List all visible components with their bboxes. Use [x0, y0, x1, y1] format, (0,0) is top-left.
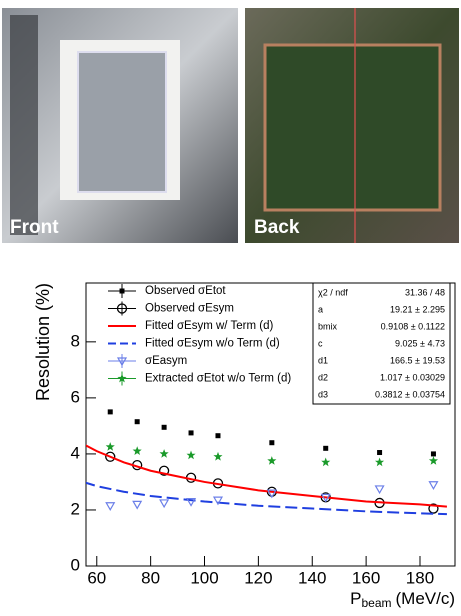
x-tick-label: 100	[190, 568, 218, 587]
chart: 0 2 4 6 8 60 80 100 120 140 160 180 Resolution (%) Pb…	[33, 282, 456, 610]
point	[161, 424, 167, 430]
point	[188, 430, 194, 436]
stats-key: c	[318, 338, 323, 348]
back-photo: Back	[245, 8, 459, 243]
legend-label: σEasym	[145, 355, 187, 367]
x-axis-label-part: P	[350, 589, 361, 608]
stats-value: 0.3812 ± 0.03754	[375, 389, 445, 399]
point	[186, 497, 197, 507]
y-tick-label: 8	[71, 331, 80, 350]
y-tick-label: 6	[71, 387, 80, 406]
point	[212, 496, 224, 506]
point	[105, 502, 116, 511]
point	[269, 440, 275, 446]
x-tick-label: 120	[244, 568, 272, 587]
point	[428, 456, 438, 465]
point	[374, 485, 385, 495]
x-tick-label: 180	[406, 568, 434, 587]
front-photo: Front	[2, 8, 238, 243]
plot	[86, 409, 448, 516]
point	[158, 465, 170, 476]
stats-key: a	[318, 304, 323, 314]
stats-value: 31.36 / 48	[405, 287, 445, 297]
point	[213, 451, 223, 461]
point	[323, 445, 329, 451]
point	[428, 503, 439, 514]
legend-label: Observed σEtot	[145, 285, 226, 297]
stats-key: d1	[318, 355, 328, 365]
stats-value: 0.9108 ± 0.1122	[381, 321, 445, 331]
x-tick-label: 160	[352, 568, 380, 587]
stats-value: 19.21 ± 2.295	[390, 304, 445, 314]
stats-key: χ2 / ndf	[318, 287, 348, 297]
stats-key: bmix	[318, 321, 338, 331]
point	[186, 450, 196, 460]
point	[266, 489, 277, 499]
stats-key: d3	[318, 389, 328, 399]
point	[215, 433, 221, 439]
y-tick-label: 4	[71, 443, 80, 462]
y-axis-label: Resolution (%)	[33, 283, 53, 401]
point	[134, 419, 140, 425]
photo-label: Front	[10, 217, 59, 238]
x-tick-label: 60	[87, 568, 106, 587]
y-tick-label: 0	[71, 555, 80, 574]
legend-marker	[116, 303, 128, 314]
x-tick-label: 140	[298, 568, 326, 587]
point	[132, 500, 143, 510]
point	[375, 457, 385, 467]
fit-curve	[86, 444, 448, 508]
point	[321, 457, 331, 467]
stats-value: 166.5 ± 19.53	[390, 355, 445, 365]
point	[430, 451, 436, 457]
photo-label: Back	[254, 217, 300, 238]
stats-key: d2	[318, 372, 328, 382]
y-tick-label: 2	[71, 499, 80, 518]
legend-label: Observed σEsym	[145, 303, 234, 315]
point	[105, 451, 116, 462]
legend-label: Fitted σEsym w/o Term (d)	[145, 338, 280, 350]
fit-curve	[86, 481, 447, 516]
x-axis-label: Pbeam (MeV/c)	[350, 589, 455, 610]
point	[377, 450, 383, 456]
legend-marker	[116, 357, 128, 367]
legend-marker	[117, 373, 127, 383]
x-axis-label-part: beam	[361, 596, 391, 610]
point	[159, 499, 170, 509]
point	[159, 449, 169, 458]
stats-box	[312, 282, 451, 405]
x-tick-label: 80	[141, 568, 160, 587]
legend-label: Extracted σEtot w/o Term (d)	[145, 373, 291, 385]
point	[105, 442, 115, 451]
point	[428, 481, 439, 490]
legend-label: Fitted σEsym w/ Term (d)	[145, 320, 273, 332]
stats-value: 1.017 ± 0.03029	[380, 372, 445, 382]
point	[107, 409, 113, 415]
plot-frame	[85, 282, 456, 567]
x-axis-label-part: (MeV/c)	[396, 589, 456, 608]
legend-marker	[119, 288, 125, 294]
point	[267, 456, 277, 465]
stats-value: 9.025 ± 4.73	[395, 338, 445, 348]
point	[132, 446, 142, 455]
point	[320, 493, 331, 503]
